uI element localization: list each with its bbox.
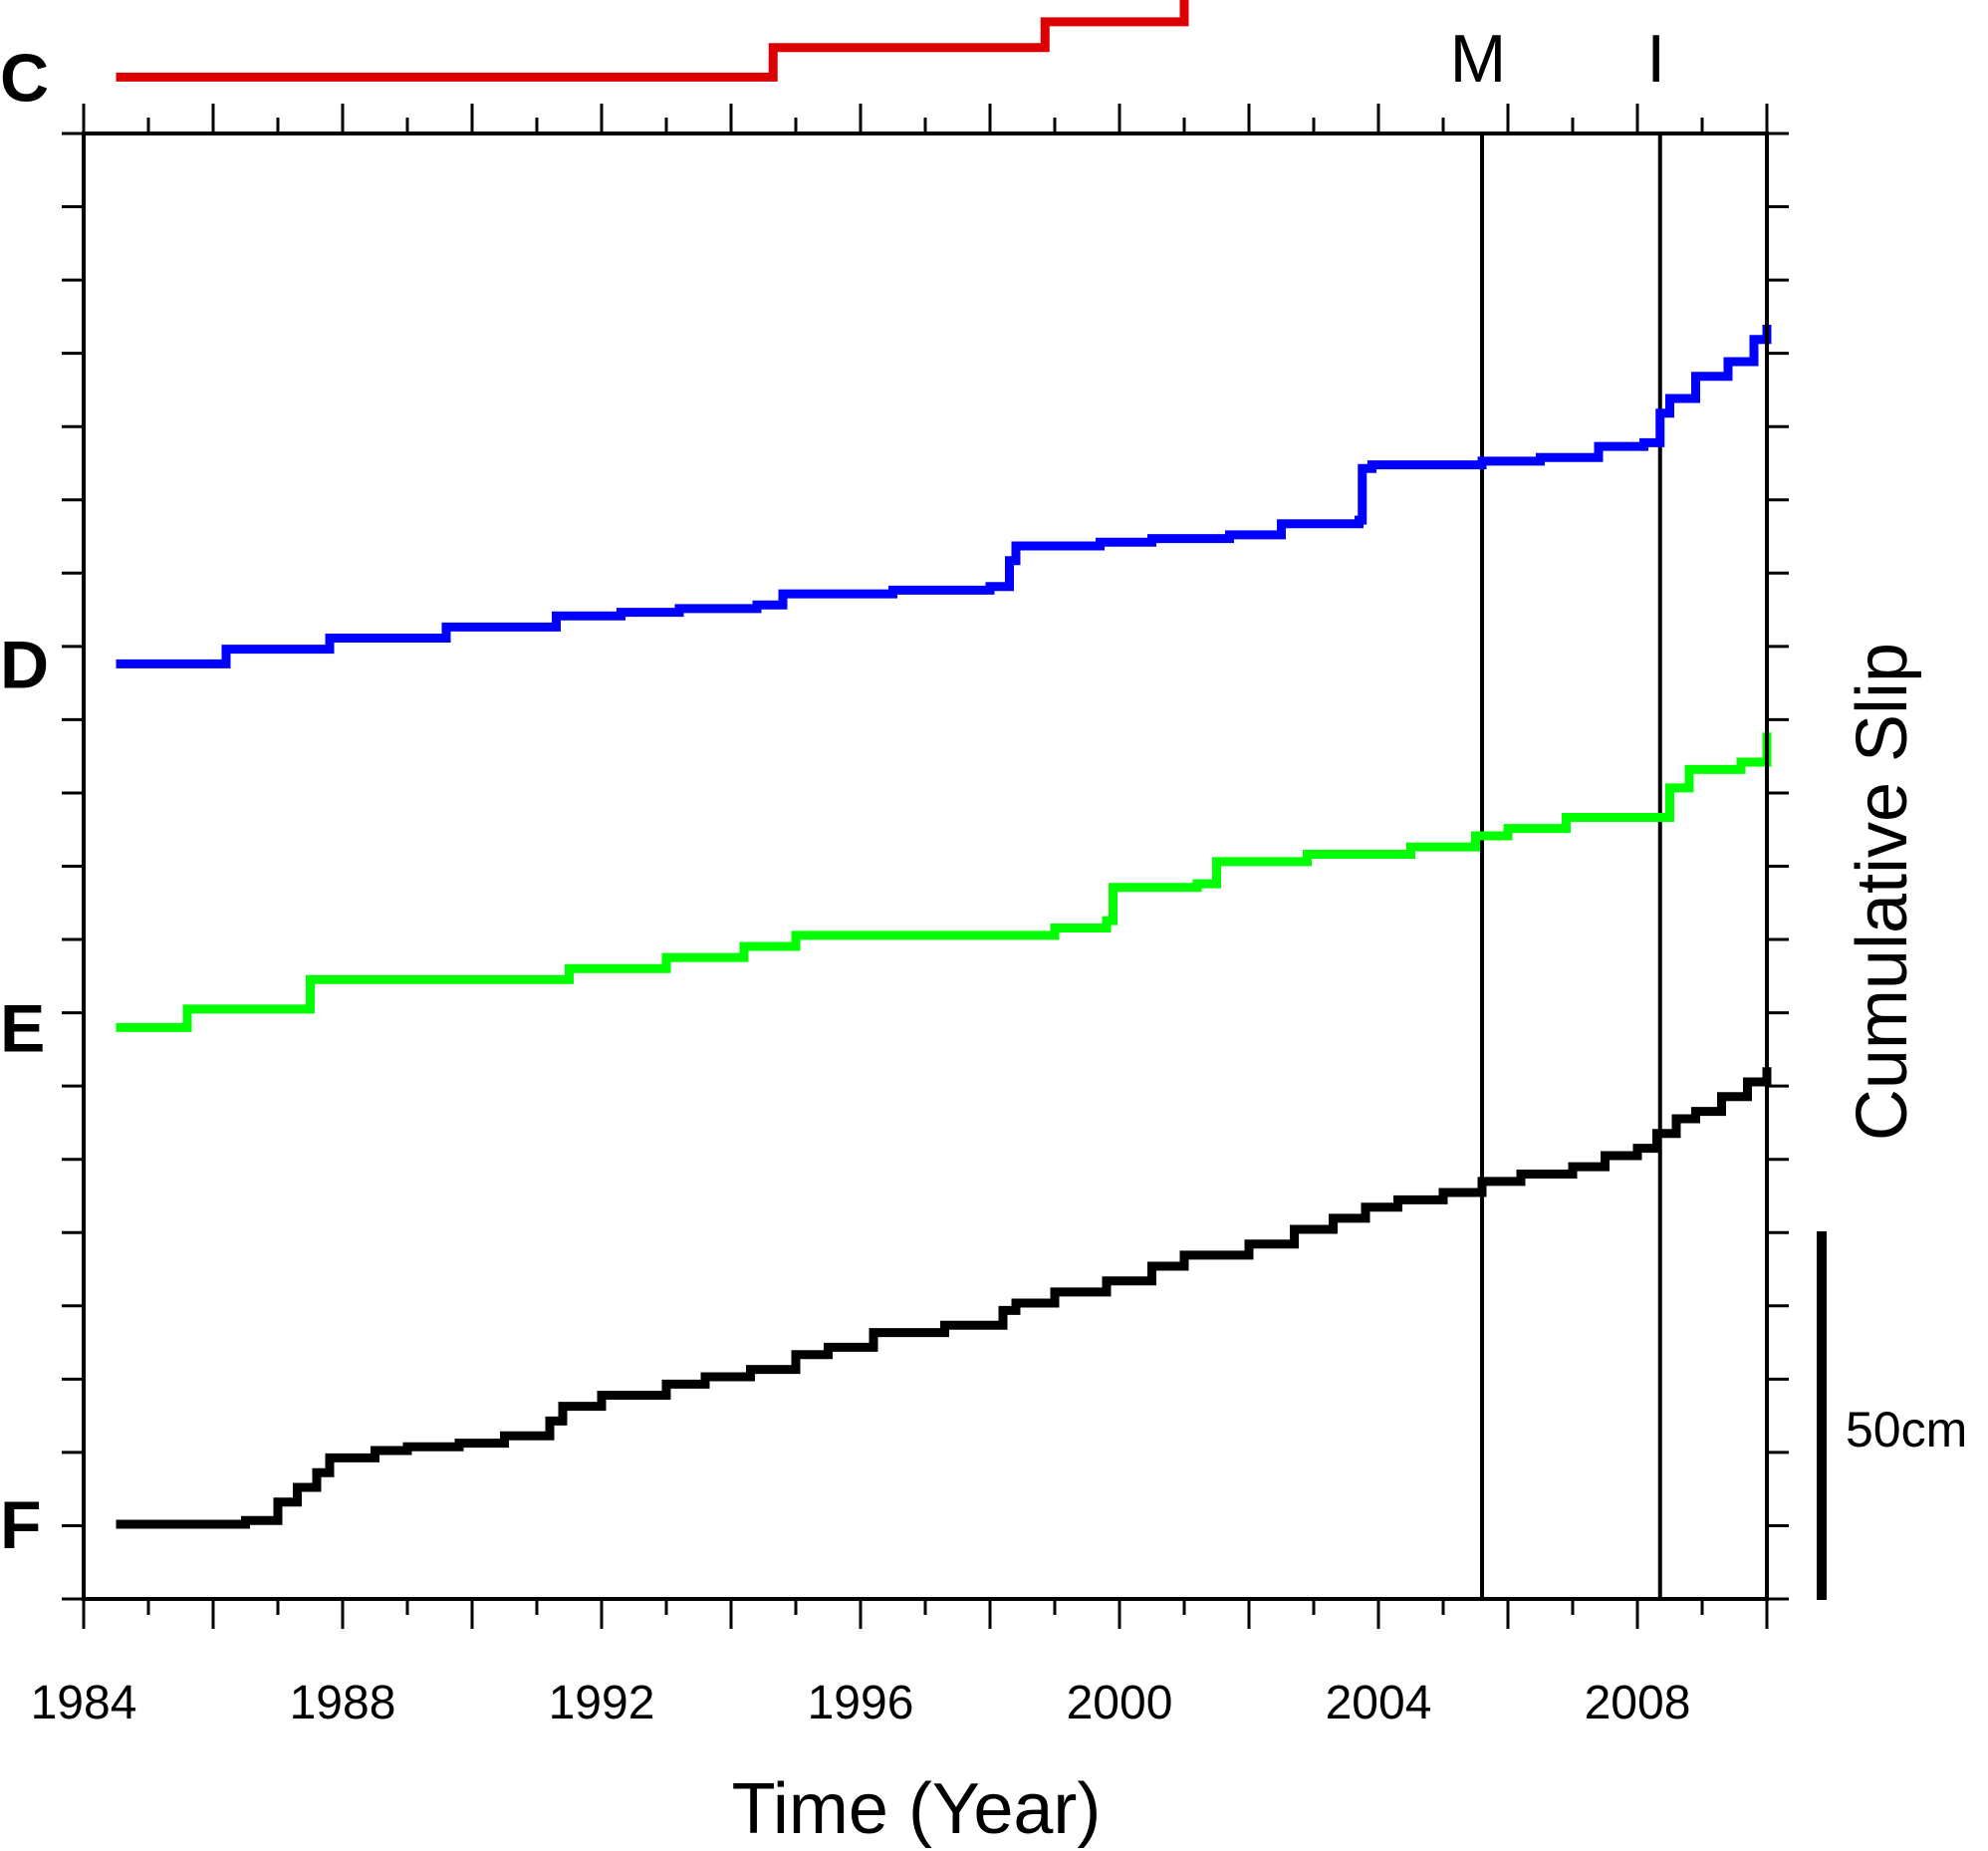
plot-frame: [82, 132, 1769, 1601]
series-label-C: C: [0, 40, 49, 116]
event-label: M: [1450, 21, 1507, 97]
series-line-E: [116, 732, 1772, 1032]
x-tick-label: 1996: [808, 1677, 914, 1729]
series-labels: ABCDEF: [0, 40, 49, 1563]
series-label-D: D: [0, 627, 49, 702]
x-tick-label: 2000: [1067, 1677, 1173, 1729]
x-tick-label: 2008: [1585, 1677, 1691, 1729]
axis-ticks: [62, 104, 1789, 1629]
series-line-F: [116, 1067, 1772, 1529]
series-label-F: F: [0, 1487, 42, 1563]
x-tick-label: 1988: [290, 1677, 396, 1729]
series-label-E: E: [0, 990, 45, 1066]
series-lines: [116, 0, 1772, 1529]
scale-bar-label: 50cm: [1846, 1402, 1967, 1457]
series-line-D: [116, 325, 1772, 668]
x-axis-title: Time (Year): [732, 1769, 1102, 1849]
x-tick-label: 1992: [549, 1677, 655, 1729]
y-axis-title: Cumulative Slip: [1843, 643, 1922, 1141]
x-tick-label: 1984: [31, 1677, 137, 1729]
x-tick-labels: 1984 1988 1992 1996 2000 2004 2008: [31, 1677, 1691, 1729]
x-tick-label: 2004: [1326, 1677, 1432, 1729]
series-line-C: [116, 0, 1189, 82]
event-label: I: [1646, 21, 1665, 97]
event-markers: [1480, 133, 1662, 1599]
